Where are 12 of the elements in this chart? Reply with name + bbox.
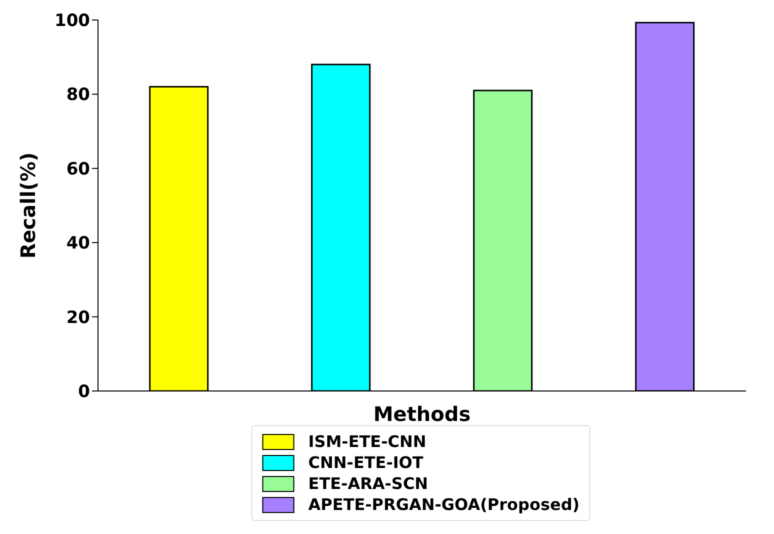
legend-label: CNN-ETE-IOT bbox=[308, 453, 424, 472]
y-tick-label: 100 bbox=[54, 11, 90, 32]
y-tick-label: 20 bbox=[66, 308, 90, 328]
legend-label: ISM-ETE-CNN bbox=[308, 432, 426, 451]
y-tick-label: 0 bbox=[78, 382, 90, 402]
y-tick-label: 80 bbox=[66, 85, 90, 106]
legend-label: APETE-PRGAN-GOA(Proposed) bbox=[308, 495, 580, 514]
x-axis-title: Methods bbox=[373, 402, 471, 426]
y-tick-label: 60 bbox=[66, 159, 90, 180]
legend-label: ETE-ARA-SCN bbox=[308, 474, 428, 493]
y-axis-title: Recall(%) bbox=[16, 152, 40, 259]
y-tick-label: 40 bbox=[66, 234, 90, 254]
